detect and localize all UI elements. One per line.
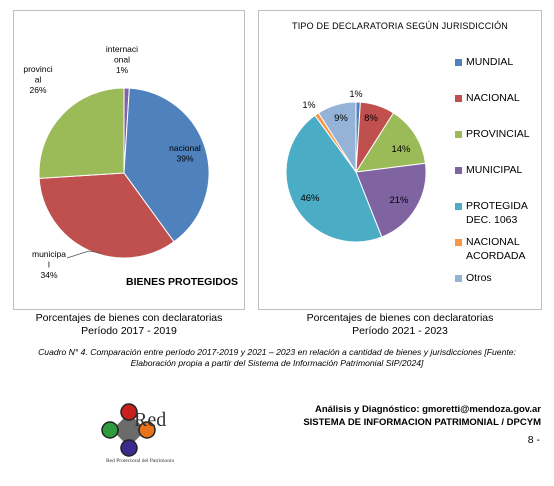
chart-title-bienes-protegidos: BIENES PROTEGIDOS (126, 276, 239, 288)
legend-label: PROVINCIAL (466, 128, 530, 140)
red-logo-icon (101, 403, 156, 457)
legend-item: PROTEGIDA DEC. 1063 (455, 199, 541, 227)
legend-item: NACIONAL ACORDADA (455, 235, 541, 263)
legend-swatch (455, 59, 462, 66)
logo-subtitle: Red Protectoral del Patrimonio (106, 458, 175, 464)
pie0-slice-2 (38, 172, 175, 259)
pie1-data-label-4: 46% (300, 193, 320, 204)
legend-item: NACIONAL (455, 91, 541, 107)
pie0-leader-line (66, 250, 102, 259)
legend-swatch (455, 167, 462, 174)
pie1-slice-3 (355, 162, 427, 238)
legend-label: NACIONAL ACORDADA (466, 236, 526, 262)
pie-chart-bienes-protegidos: internaci onal 1% nacional 39% municipa l 34% pr… (23, 44, 210, 280)
credits-line-2: SISTEMA DE INFORMACION PATRIMONIAL / DPC… (303, 417, 541, 428)
legend-swatch (455, 239, 462, 246)
pie1-data-label-1: 8% (364, 113, 378, 124)
chart-title-tipo-declaratoria: TIPO DE DECLARATORIA SEGÚN JURISDICCIÓN (292, 21, 508, 31)
legend-item: MUNDIAL (455, 55, 541, 71)
pie0-slice-3 (38, 87, 125, 179)
pie0-data-label-3: provinci al 26% (23, 64, 52, 95)
legend-item: Otros (455, 271, 541, 287)
pie1-data-label-6: 9% (334, 113, 348, 124)
legend-swatch (455, 131, 462, 138)
logo-wordmark: Red (134, 409, 167, 431)
legend-label: NACIONAL (466, 92, 520, 104)
chart-caption-right: Porcentajes de bienes con declaratorias … (306, 312, 494, 337)
chart-panel-2017-2019: internaci onal 1% nacional 39% municipa l 34% pr… (13, 10, 245, 310)
pie1-data-label-5: 1% (302, 100, 315, 110)
legend-label: MUNICIPAL (466, 164, 523, 176)
pie1-data-label-2: 14% (391, 144, 411, 155)
legend-item: PROVINCIAL (455, 127, 541, 143)
pie0-data-label-0: internaci onal 1% (106, 44, 138, 75)
pie1-data-label-3: 21% (389, 195, 409, 206)
pie0-slice-1 (123, 87, 210, 243)
page-number: 8 - (527, 434, 540, 446)
credits-line-1: Análisis y Diagnóstico: gmoretti@mendoza… (314, 404, 541, 415)
credits: Análisis y Diagnóstico: gmoretti@mendoza… (303, 403, 541, 429)
legend-label: MUNDIAL (466, 56, 514, 68)
legend-swatch (455, 275, 462, 282)
legend-swatch (455, 95, 462, 102)
pie-chart-tipo-declaratoria: 1% 8% 14% 21% 46% 1% 9% (285, 89, 427, 243)
figure-caption: Cuadro N° 4. Comparación entre período 2… (38, 347, 516, 368)
chart-legend: MUNDIAL NACIONAL PROVINCIAL MUNICIPAL PROTEG… (455, 55, 541, 307)
pie0-data-label-2: municipa l 34% (32, 249, 66, 280)
pie1-slice-6 (317, 101, 357, 174)
pie0-data-label-1: nacional 39% (169, 143, 201, 164)
legend-label: Otros (466, 272, 492, 284)
legend-swatch (455, 203, 462, 210)
chart-panel-2021-2023: TIPO DE DECLARATORIA SEGÚN JURISDICCIÓN … (258, 10, 542, 310)
pie1-data-label-0: 1% (349, 89, 362, 99)
legend-label: PROTEGIDA DEC. 1063 (466, 200, 528, 226)
chart-caption-left: Porcentajes de bienes con declaratorias … (35, 312, 223, 337)
legend-item: MUNICIPAL (455, 163, 541, 179)
pie1-slice-2 (355, 112, 427, 173)
pie1-slice-4 (285, 114, 383, 243)
